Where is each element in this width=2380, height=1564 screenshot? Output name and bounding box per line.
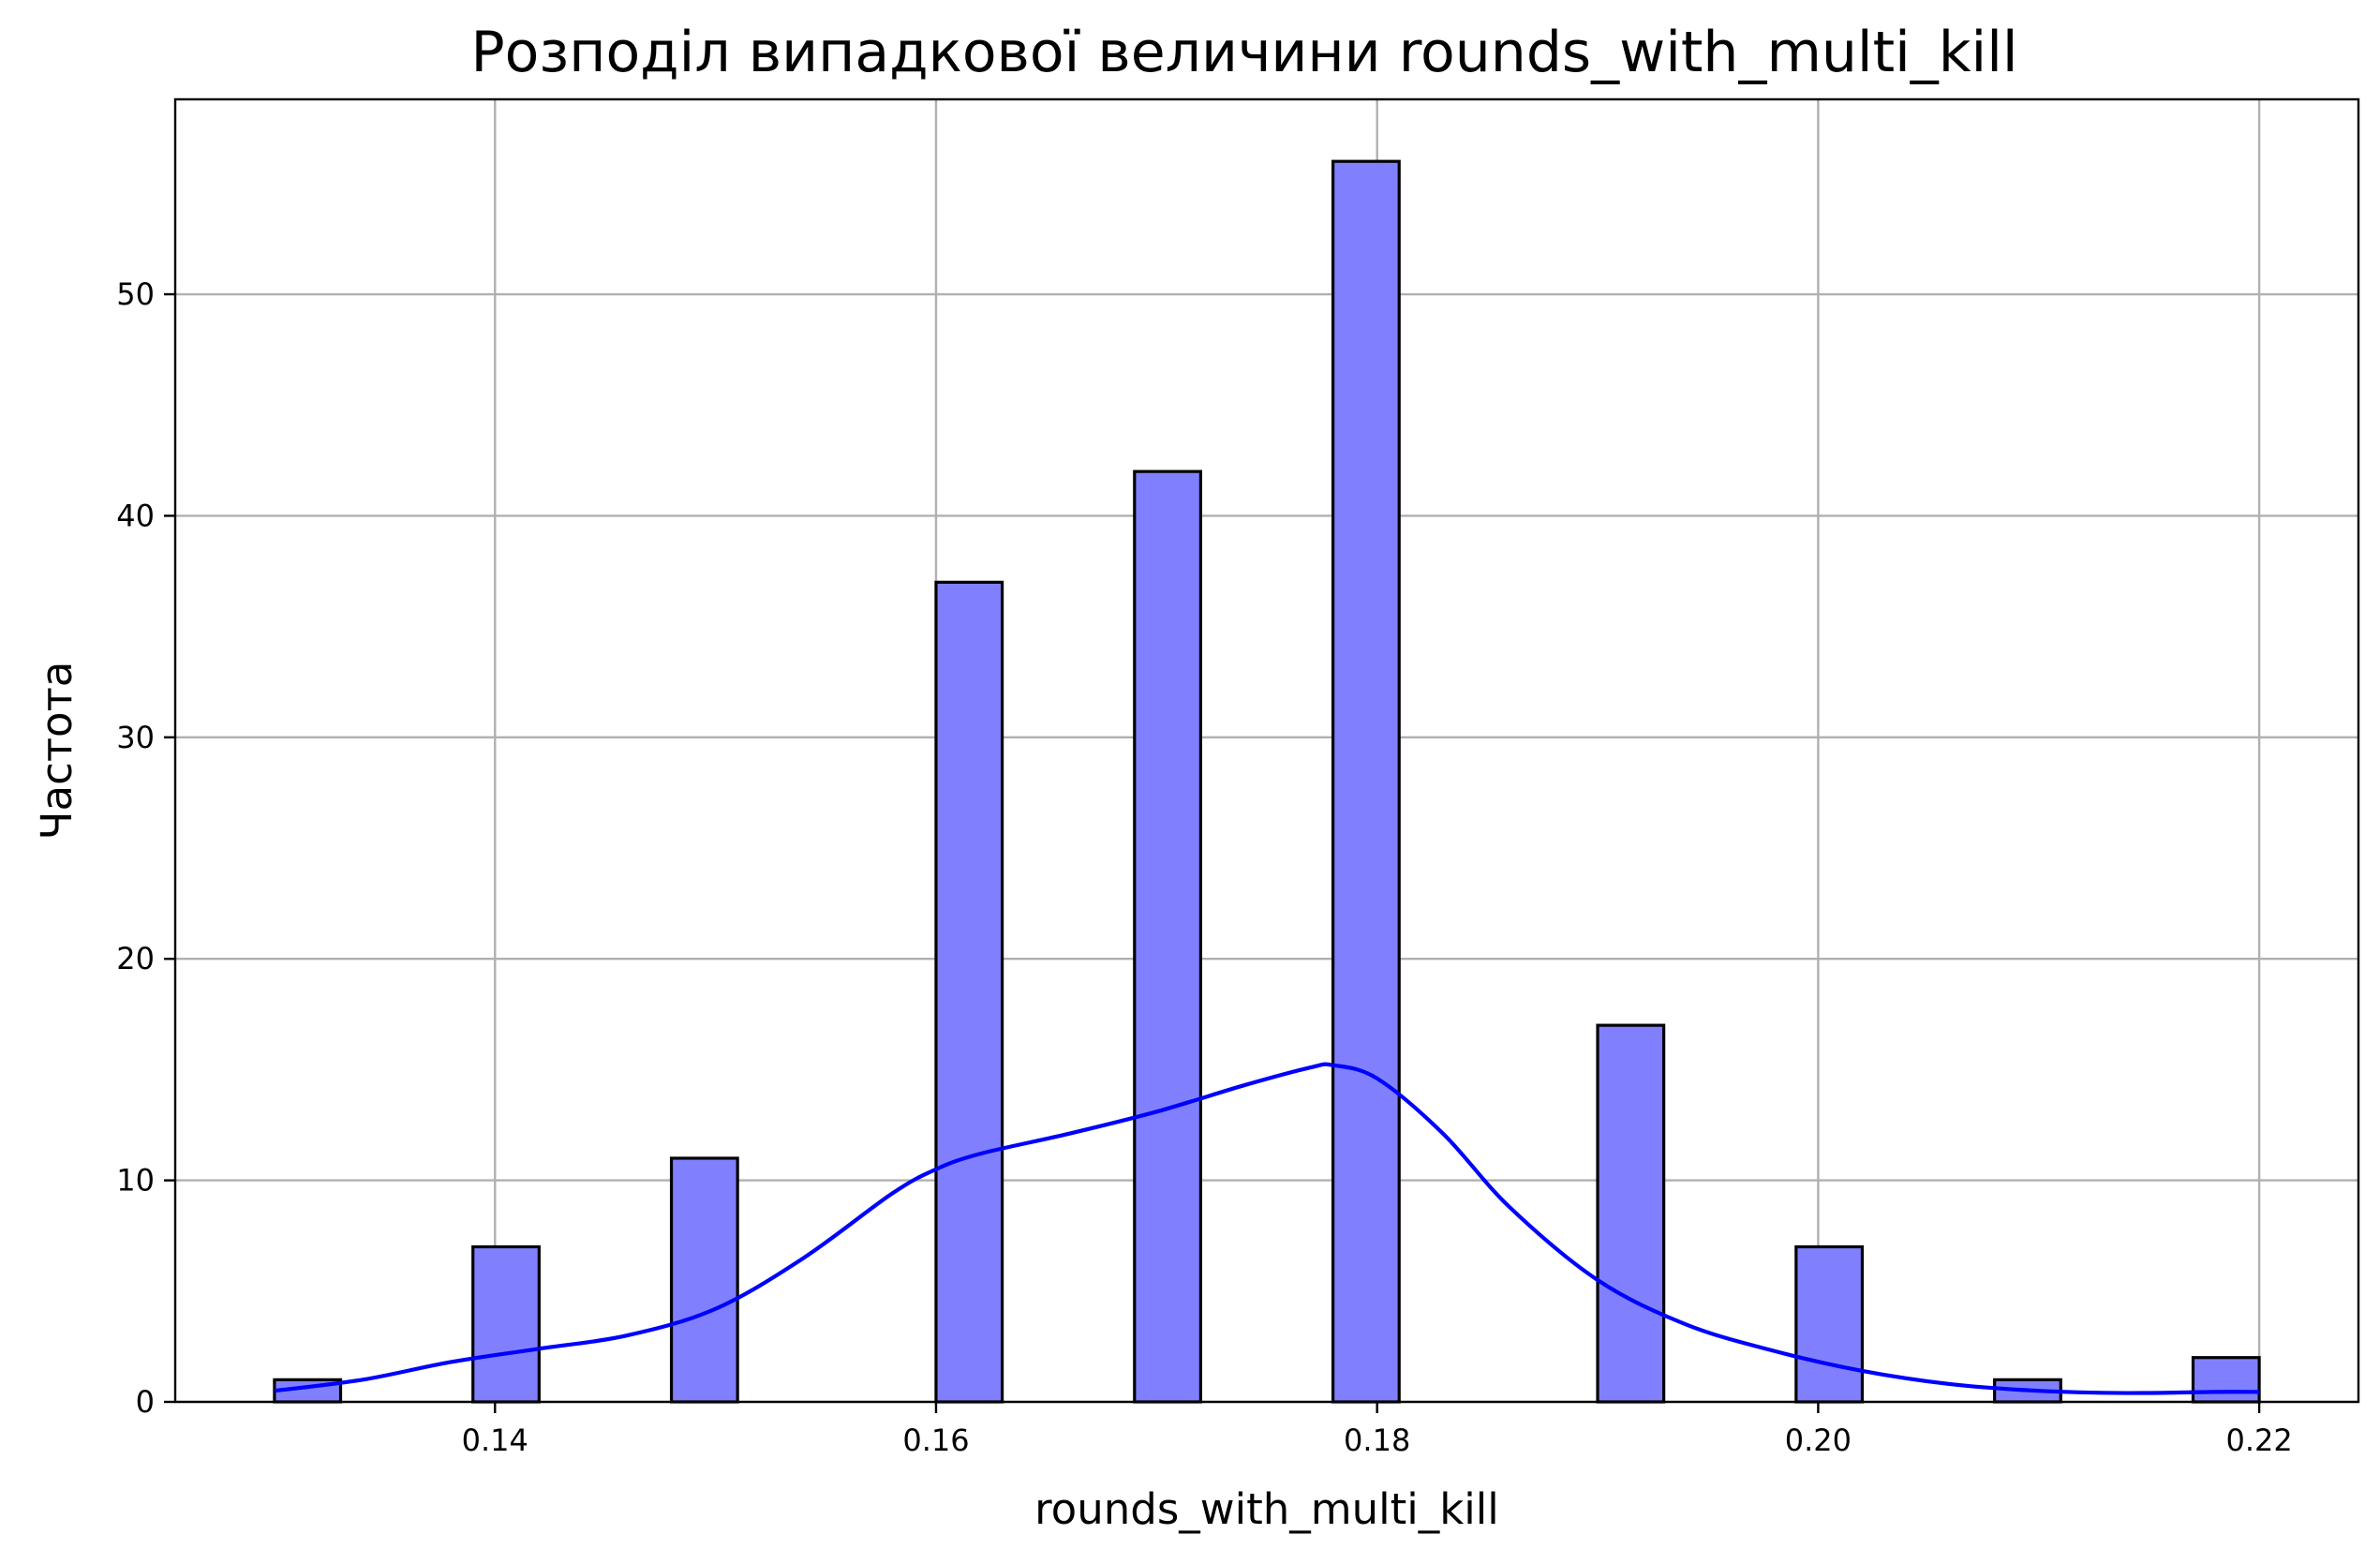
kde-curve [274,1062,2260,1395]
histogram-bar [1331,159,1401,1404]
histogram-bar [1794,1244,1865,1404]
x-axis-label: rounds_with_multi_kill [1034,1484,1499,1534]
chart-title: Розподіл випадкової величини rounds_with… [470,20,2017,85]
y-axis-ticks: 0 10 20 30 40 50 [116,276,175,1420]
histogram-bar [934,580,1004,1404]
histogram-bar [669,1156,739,1404]
histogram-bar [1596,1023,1666,1404]
x-axis-ticks: 0.14 0.16 0.18 0.20 0.22 [462,1402,2293,1458]
y-tick-label: 0 [136,1384,155,1420]
histogram-bar [471,1244,541,1404]
histogram-bar [2191,1356,2261,1404]
x-tick-label: 0.18 [1344,1422,1410,1458]
grid-lines [175,99,2358,1404]
y-axis-label: Частота [32,662,82,841]
x-tick-label: 0.14 [462,1422,528,1458]
x-tick-label: 0.20 [1785,1422,1852,1458]
y-tick-label: 30 [116,720,155,755]
y-tick-label: 20 [116,941,155,976]
x-tick-label: 0.22 [2225,1422,2292,1458]
plot-frame [173,97,2360,1404]
histogram-bar [1133,469,1202,1404]
histogram-bars [273,159,2261,1404]
y-tick-label: 50 [116,276,155,312]
y-tick-label: 10 [116,1163,155,1199]
y-tick-label: 40 [116,498,155,533]
x-tick-label: 0.16 [902,1422,969,1458]
